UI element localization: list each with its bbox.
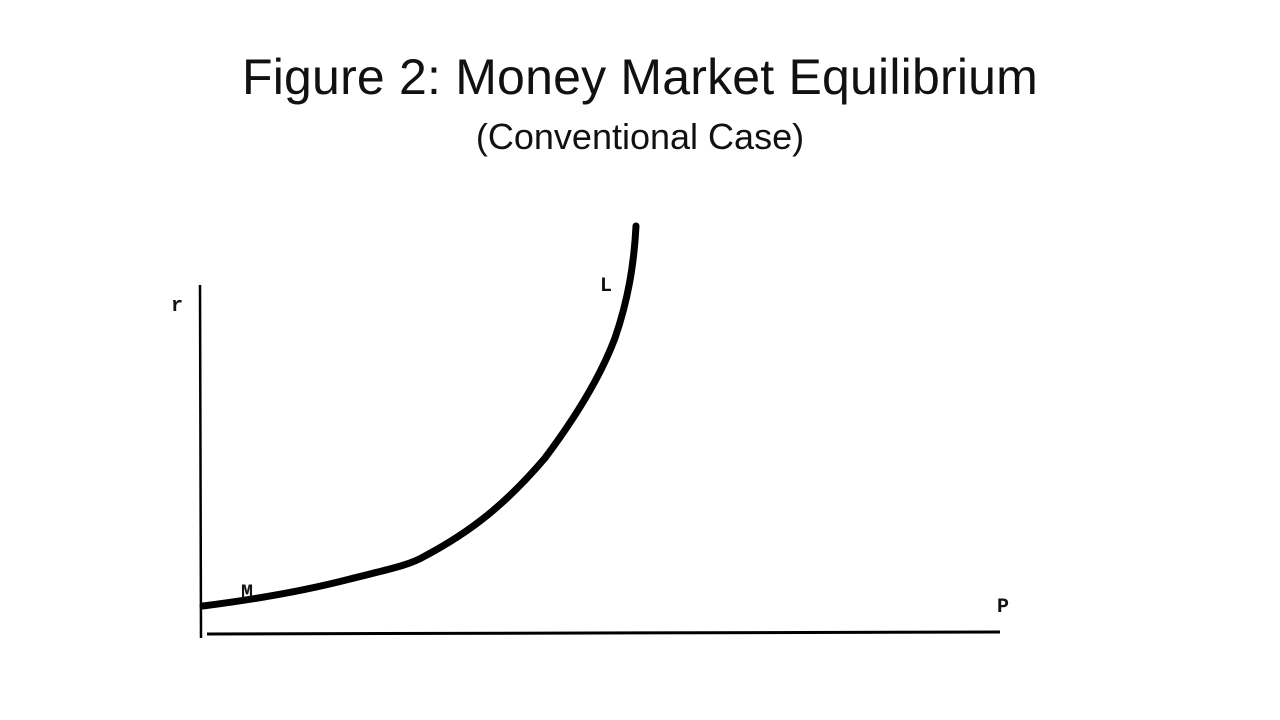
curve-label-l: L [600,275,612,298]
y-axis-label: r [171,295,183,318]
curve-label-m: M [241,582,253,605]
lm-curve [199,222,640,610]
x-axis [206,630,1001,636]
x-axis-label: P [997,596,1009,619]
slide-subtitle: (Conventional Case) [475,116,805,157]
y-axis [198,284,203,639]
slide-title: Figure 2: Money Market Equilibrium [242,49,1038,105]
